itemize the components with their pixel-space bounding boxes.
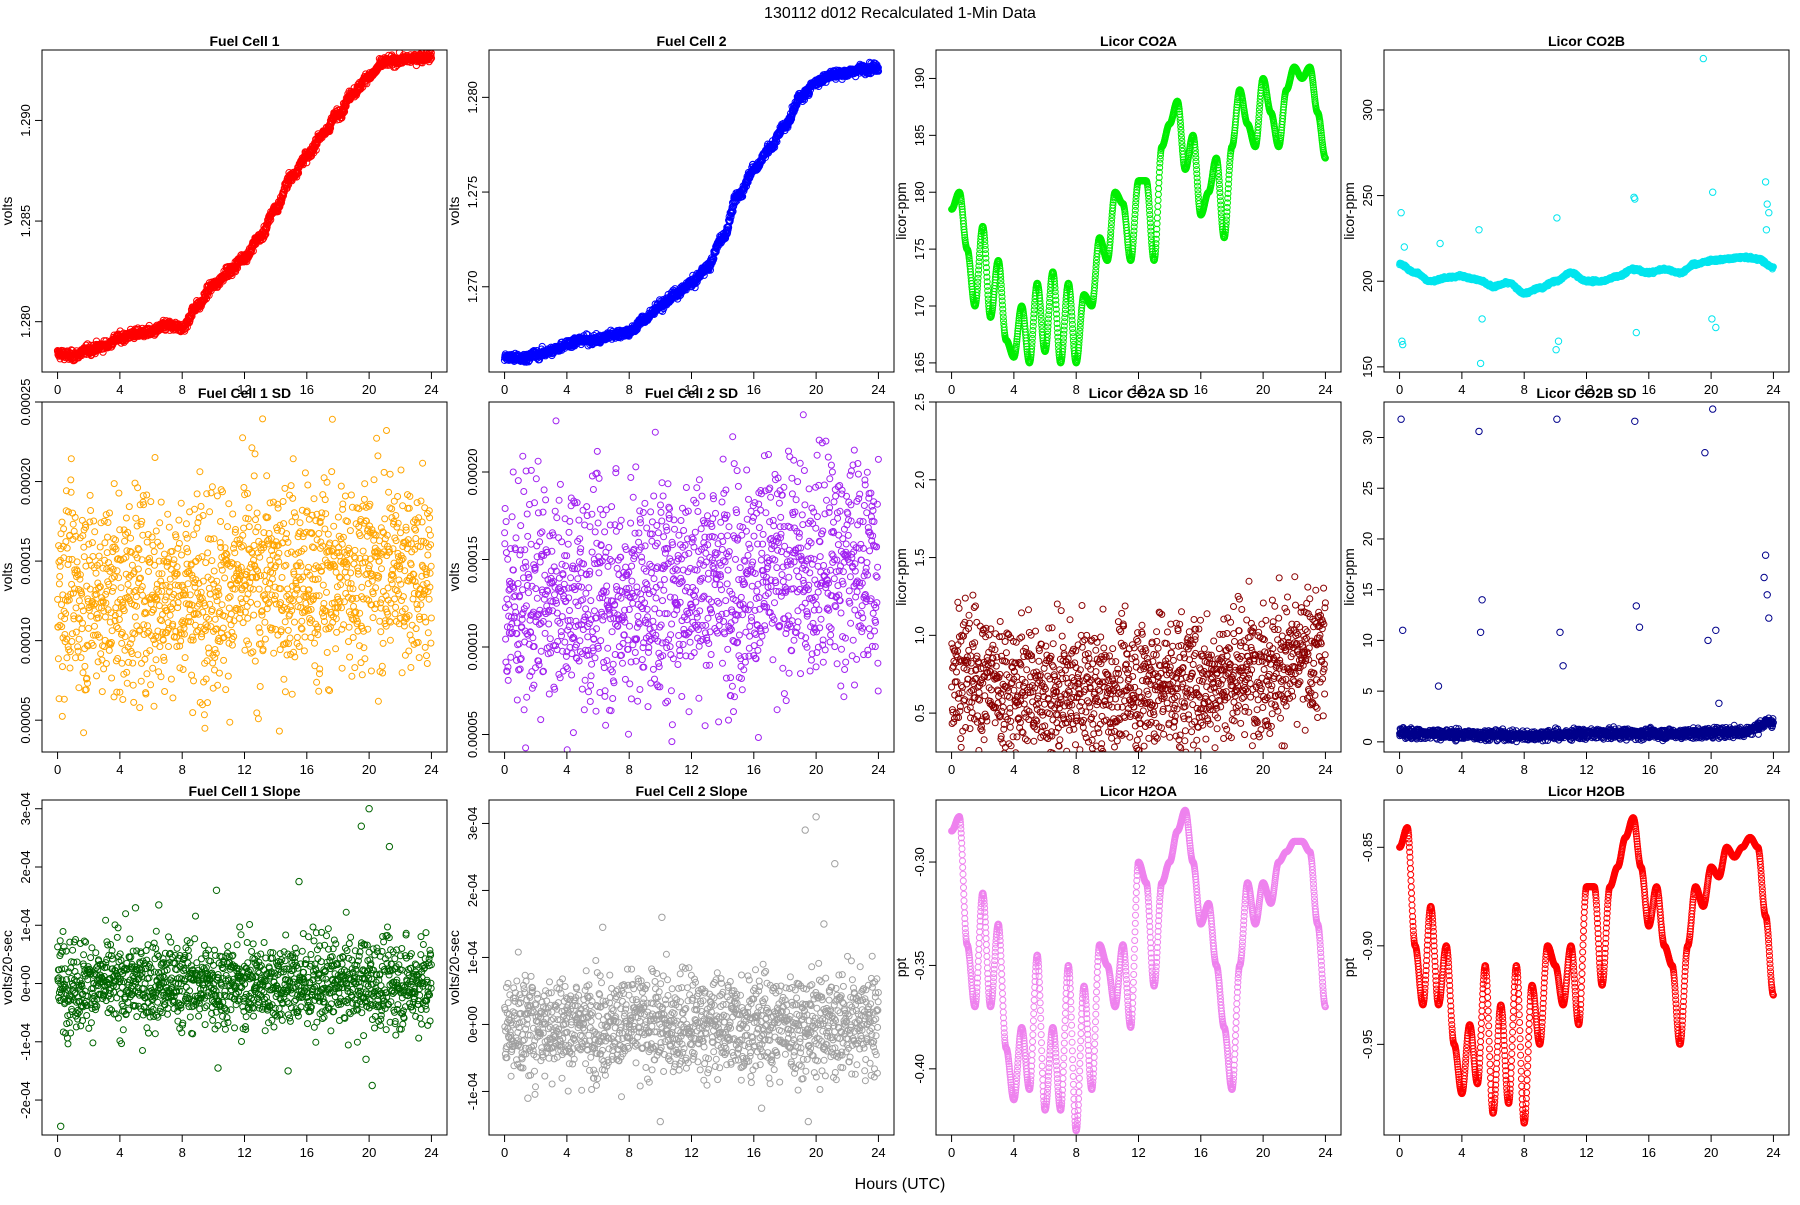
- chart-title: Fuel Cell 2: [656, 33, 726, 49]
- x-tick-label: 24: [1318, 382, 1332, 397]
- y-axis: 1.270 1.275 1.280: [465, 81, 489, 303]
- y-axis: 165 170 175 180 185 190: [912, 68, 936, 374]
- x-tick-label: 16: [300, 382, 314, 397]
- y-tick-label: 165: [912, 352, 927, 374]
- y-tick-label: 180: [912, 181, 927, 203]
- x-tick-label: 16: [1194, 382, 1208, 397]
- y-tick-label: 175: [912, 238, 927, 260]
- x-tick-label: 24: [424, 382, 438, 397]
- y-tick-label: 1.280: [18, 305, 33, 338]
- y-tick-label: 190: [912, 68, 927, 90]
- y-tick-label: 1.290: [18, 104, 33, 137]
- x-tick-label: 4: [116, 382, 123, 397]
- points: [54, 47, 434, 364]
- plot-frame: [42, 50, 447, 372]
- points: [949, 64, 1329, 366]
- x-axis-label: Hours (UTC): [855, 1176, 946, 1193]
- y-tick-label: 185: [912, 124, 927, 146]
- page-title: 130112 d012 Recalculated 1-Min Data: [764, 5, 1036, 22]
- x-tick-label: 0: [54, 382, 61, 397]
- points: [501, 59, 881, 365]
- y-axis-label: licor-ppm: [893, 182, 909, 240]
- y-tick-label: 1.285: [18, 205, 33, 238]
- y-axis-label: volts: [0, 197, 15, 226]
- x-tick-label: 0: [948, 382, 955, 397]
- chart-title: Licor CO2B: [1548, 33, 1625, 49]
- x-tick-label: 4: [563, 382, 570, 397]
- y-tick-label: 1.280: [465, 81, 480, 114]
- y-tick-label: 1.270: [465, 270, 480, 303]
- data-point: [1155, 191, 1161, 197]
- x-tick-label: 0: [501, 382, 508, 397]
- x-tick-label: 4: [1010, 382, 1017, 397]
- x-tick-label: 20: [1256, 382, 1270, 397]
- x-tick-label: 8: [179, 382, 186, 397]
- y-axis-label: volts: [446, 197, 462, 226]
- data-point: [1155, 209, 1161, 215]
- points: [1397, 55, 1777, 366]
- x-tick-label: 20: [362, 382, 376, 397]
- chart-title: Fuel Cell 1: [209, 33, 279, 49]
- chart-title: Licor CO2A: [1100, 33, 1177, 49]
- x-tick-label: 20: [809, 382, 823, 397]
- data-point: [1155, 203, 1161, 209]
- x-tick-label: 8: [626, 382, 633, 397]
- x-tick-label: 16: [747, 382, 761, 397]
- data-point: [1155, 197, 1161, 203]
- data-point: [1154, 215, 1160, 221]
- y-axis: 1.280 1.285 1.290: [18, 104, 42, 338]
- x-tick-label: 8: [1073, 382, 1080, 397]
- plot-frame: [489, 50, 894, 372]
- y-tick-label: 1.275: [465, 176, 480, 209]
- x-tick-label: 24: [871, 382, 885, 397]
- data-point: [1156, 186, 1162, 192]
- y-tick-label: 170: [912, 295, 927, 317]
